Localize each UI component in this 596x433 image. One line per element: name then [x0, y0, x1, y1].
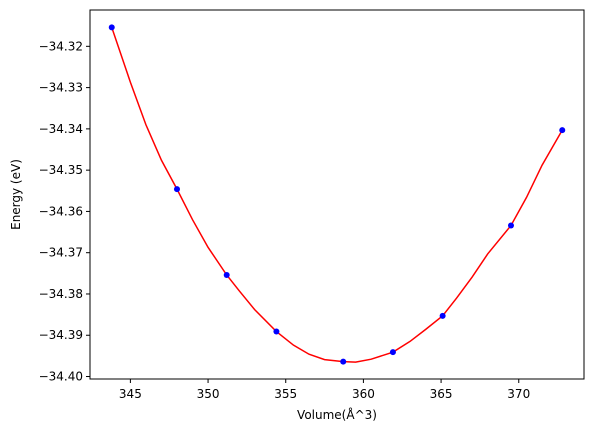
data-point: [173, 186, 180, 193]
y-axis-label: Energy (eV): [9, 159, 23, 230]
y-tick-label: −34.38: [39, 287, 83, 301]
y-tick-label: −34.36: [39, 204, 83, 218]
x-tick-label: 345: [119, 387, 142, 401]
data-point: [223, 271, 230, 278]
data-point: [559, 127, 566, 134]
x-tick-label: 370: [507, 387, 530, 401]
data-point: [108, 24, 115, 31]
y-axis: −34.32 −34.33 −34.34 −34.35 −34.36 −34.37 −34.…: [39, 39, 90, 384]
data-point: [439, 312, 446, 319]
y-tick-label: −34.32: [39, 39, 83, 53]
x-tick-label: 360: [352, 387, 375, 401]
y-tick-label: −34.35: [39, 163, 83, 177]
y-tick-label: −34.34: [39, 122, 83, 136]
y-tick-label: −34.37: [39, 246, 83, 260]
x-tick-label: 365: [430, 387, 453, 401]
fit-curve-line: [111, 27, 563, 363]
plot-area: [108, 24, 566, 365]
data-point: [507, 222, 514, 229]
x-tick-label: 355: [274, 387, 297, 401]
data-point: [340, 358, 347, 365]
data-point: [273, 328, 280, 335]
y-tick-label: −34.33: [39, 81, 83, 95]
y-tick-label: −34.40: [39, 370, 83, 384]
data-point: [389, 349, 396, 356]
x-axis-label: Volume(Å^3): [297, 407, 377, 422]
y-tick-label: −34.39: [39, 328, 83, 342]
x-axis: 345 350 355 360 365 370: [119, 379, 530, 401]
x-tick-label: 350: [197, 387, 220, 401]
plot-frame: [89, 9, 585, 380]
